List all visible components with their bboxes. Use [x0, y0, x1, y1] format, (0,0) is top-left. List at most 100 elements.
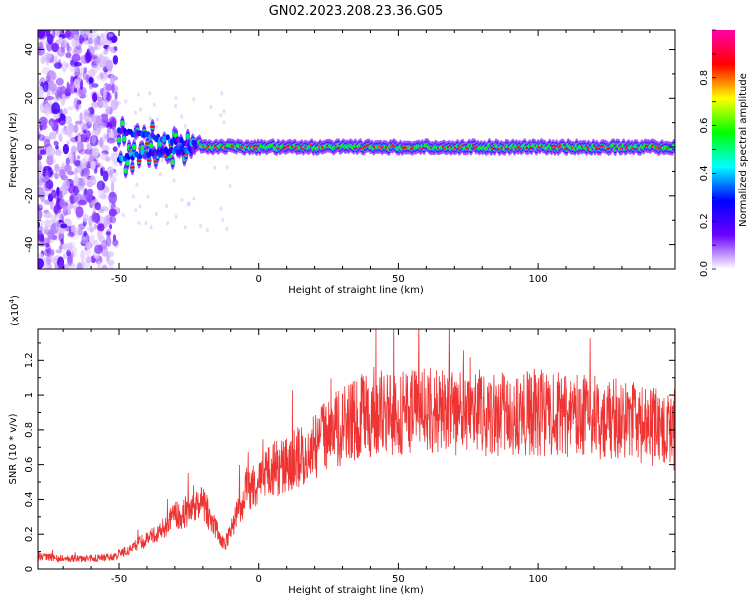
- noise-blob: [62, 252, 66, 261]
- carrier-band: [121, 136, 127, 141]
- noise-blob: [41, 256, 51, 269]
- noise-blob: [67, 231, 75, 238]
- noise-blob: [38, 30, 45, 39]
- noise-blob: [44, 138, 51, 149]
- noise-blob: [62, 108, 68, 115]
- noise-blob: [73, 34, 80, 41]
- noise-blob: [38, 258, 44, 269]
- y-tick-label: 0: [24, 144, 35, 150]
- noise-blob: [113, 239, 119, 249]
- noise-blob: [108, 261, 114, 269]
- noise-blob: [77, 228, 84, 236]
- noise-blob: [97, 99, 104, 109]
- x-tick-label: 0: [256, 274, 262, 285]
- noise-blob: [91, 101, 99, 108]
- noise-blob: [84, 51, 92, 64]
- noise-blob: [73, 124, 79, 134]
- noise-blob: [71, 53, 81, 63]
- spectrogram-xlabel: Height of straight line (km): [288, 285, 424, 296]
- noise-blob: [112, 234, 117, 242]
- noise-blob: [50, 218, 59, 223]
- noise-blob: [114, 90, 118, 100]
- sparse-dot: [149, 225, 153, 230]
- noise-blob: [62, 204, 67, 215]
- noise-blob: [38, 176, 45, 186]
- noise-blob: [40, 220, 44, 227]
- noise-blob: [55, 249, 63, 254]
- sparse-dot: [134, 208, 138, 213]
- y-tick-label: 0.4: [24, 491, 35, 507]
- noise-blob: [81, 175, 91, 186]
- noise-blob: [38, 85, 44, 98]
- noise-blob: [60, 201, 68, 207]
- sparse-dot: [192, 196, 196, 201]
- colorbar-tick-label: 0.0: [699, 261, 710, 277]
- noise-blob: [103, 186, 110, 194]
- noise-blob: [73, 97, 80, 110]
- y-tick-label: -20: [24, 188, 35, 204]
- x-tick-label: 100: [529, 574, 548, 585]
- noise-blob: [69, 193, 78, 204]
- noise-blob: [38, 172, 42, 181]
- carrier-band: [120, 121, 125, 126]
- noise-blob: [60, 223, 68, 229]
- noise-blob: [66, 124, 75, 134]
- noise-blob: [105, 156, 111, 162]
- noise-blob: [113, 161, 119, 167]
- noise-blob: [44, 219, 51, 229]
- sparse-dot: [152, 102, 156, 107]
- noise-blob: [59, 108, 63, 118]
- noise-blob: [100, 167, 104, 177]
- sparse-dot: [165, 204, 169, 208]
- y-tick-label: 40: [24, 43, 35, 56]
- snr-exponent-prefix: (x10: [10, 303, 21, 326]
- sparse-dot: [146, 194, 150, 199]
- noise-blob: [97, 230, 102, 238]
- colorbar-tick-label: 0.6: [699, 118, 710, 134]
- noise-blob: [91, 212, 100, 223]
- noise-blob: [53, 203, 59, 216]
- sparse-dot: [174, 104, 178, 108]
- spectrogram-frame: [37, 29, 676, 270]
- noise-blob: [69, 64, 76, 73]
- noise-blob: [97, 208, 105, 214]
- noise-blob: [103, 49, 109, 55]
- noise-blob: [82, 213, 89, 223]
- noise-blob: [38, 116, 48, 126]
- carrier-band: [131, 145, 137, 149]
- snr-exponent-power: 4: [8, 298, 16, 303]
- noise-blob: [81, 30, 90, 39]
- noise-blob: [38, 41, 43, 51]
- noise-blob: [102, 89, 107, 100]
- sparse-dot: [221, 217, 225, 222]
- noise-blob: [74, 87, 78, 93]
- noise-blob: [111, 83, 115, 94]
- carrier-peak: [136, 159, 142, 163]
- sparse-dot: [124, 121, 128, 126]
- noise-blob: [84, 137, 90, 143]
- noise-blob: [42, 237, 51, 245]
- noise-blob: [101, 239, 108, 250]
- noise-blob: [54, 172, 59, 180]
- noise-blob: [74, 45, 82, 55]
- sparse-dot: [121, 213, 125, 218]
- sparse-dot: [183, 124, 187, 129]
- noise-blob: [45, 74, 51, 83]
- noise-blob: [109, 108, 113, 115]
- sparse-dot: [156, 117, 160, 122]
- noise-blob: [44, 108, 51, 116]
- noise-blob: [43, 226, 49, 233]
- noise-blob: [46, 256, 52, 265]
- sparse-dot: [220, 91, 224, 96]
- noise-blob: [106, 259, 115, 265]
- noise-blob: [38, 209, 43, 220]
- noise-blob: [70, 145, 77, 155]
- noise-blob: [87, 37, 94, 45]
- noise-blob: [50, 170, 54, 176]
- noise-blob: [73, 227, 83, 236]
- noise-blob: [73, 246, 78, 258]
- noise-blob: [97, 188, 102, 199]
- noise-blob: [48, 131, 57, 140]
- snr-exponent-label: (x104): [8, 295, 21, 326]
- noise-blob: [66, 42, 70, 52]
